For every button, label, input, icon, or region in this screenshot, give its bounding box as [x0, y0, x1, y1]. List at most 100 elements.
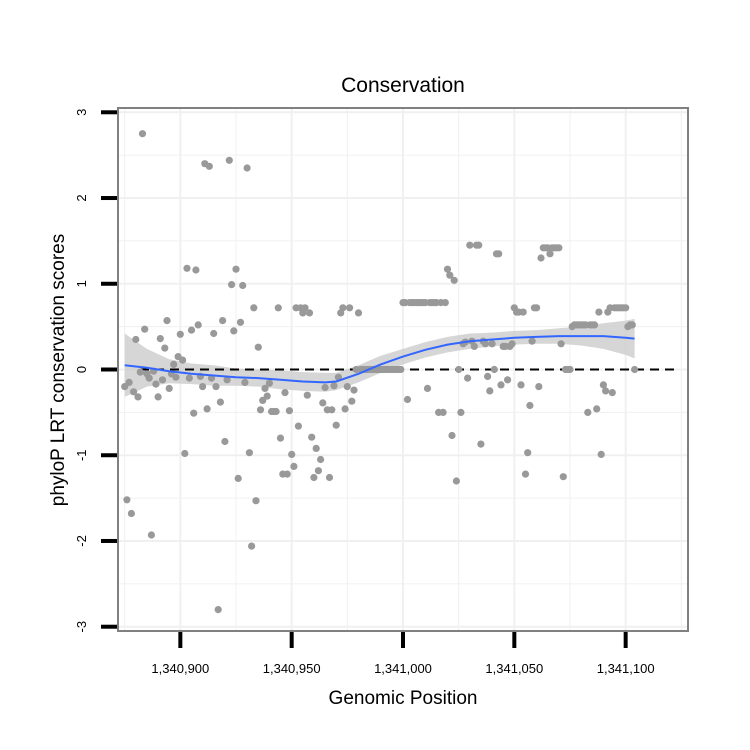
x-tick-label: 1,341,100	[597, 661, 655, 676]
data-point	[446, 271, 454, 279]
data-point	[216, 398, 224, 406]
data-point	[314, 467, 322, 475]
data-point	[263, 392, 271, 400]
data-point	[170, 360, 178, 368]
data-point	[526, 401, 534, 410]
data-point	[535, 383, 543, 391]
data-point	[181, 449, 189, 458]
data-point	[521, 470, 530, 478]
x-tick-label: 1,340,900	[151, 661, 209, 676]
data-points	[121, 130, 639, 614]
data-point	[301, 304, 309, 312]
data-point	[290, 462, 298, 470]
data-point	[504, 376, 512, 384]
data-point	[622, 304, 630, 312]
data-point	[259, 396, 267, 404]
data-point	[212, 383, 220, 391]
data-point	[254, 343, 262, 351]
data-point	[343, 383, 351, 391]
data-point	[176, 330, 184, 338]
plot-frame	[117, 107, 689, 632]
data-point	[334, 373, 342, 381]
data-point	[524, 449, 532, 457]
data-point	[312, 444, 320, 452]
data-point	[158, 376, 167, 384]
data-point	[346, 304, 354, 312]
data-point	[328, 406, 336, 414]
data-point	[348, 397, 356, 405]
data-point	[517, 381, 525, 389]
data-point	[310, 473, 318, 482]
data-point	[228, 281, 236, 289]
data-point	[172, 373, 180, 381]
data-point	[519, 308, 527, 316]
data-point	[165, 384, 173, 392]
data-point	[397, 365, 405, 374]
data-point	[234, 474, 242, 482]
data-point	[448, 431, 456, 440]
y-tick-label: 0	[74, 366, 89, 373]
data-point	[179, 356, 187, 364]
data-point	[608, 389, 616, 397]
data-point	[466, 241, 474, 249]
data-point	[602, 387, 610, 395]
data-point	[597, 450, 605, 458]
data-point	[457, 408, 465, 416]
data-point	[241, 378, 249, 386]
data-point	[590, 321, 599, 329]
data-point	[145, 374, 153, 382]
data-point	[497, 381, 505, 389]
chart-title: Conservation	[341, 74, 465, 97]
y-tick-label: 3	[74, 109, 89, 116]
data-point	[187, 326, 196, 334]
data-point	[319, 399, 327, 407]
data-point	[528, 337, 536, 345]
data-point	[127, 509, 135, 518]
data-point	[256, 406, 265, 414]
data-point	[488, 340, 496, 348]
data-point	[325, 473, 334, 482]
data-point	[243, 164, 251, 172]
data-point	[599, 381, 608, 389]
data-point	[475, 241, 483, 249]
data-point	[221, 437, 229, 446]
data-point	[250, 304, 258, 312]
data-point	[533, 304, 541, 312]
x-tick-label: 1,340,950	[263, 661, 321, 676]
data-point	[232, 265, 240, 273]
data-point	[455, 365, 463, 374]
data-point	[631, 365, 639, 374]
data-point	[239, 281, 247, 290]
data-point	[546, 250, 554, 258]
data-point	[147, 531, 155, 539]
data-point	[219, 317, 227, 325]
data-point	[294, 422, 302, 430]
data-point	[305, 309, 314, 317]
data-point	[130, 388, 138, 396]
data-point	[199, 383, 207, 391]
data-point	[248, 542, 256, 550]
data-point	[125, 378, 133, 386]
x-axis-label: Genomic Position	[329, 688, 478, 709]
data-point	[495, 250, 503, 258]
data-point	[330, 382, 338, 390]
data-point	[123, 496, 131, 504]
data-point	[236, 318, 245, 326]
data-point	[477, 440, 485, 448]
data-point	[245, 449, 253, 457]
data-point	[274, 304, 282, 312]
data-point	[230, 327, 238, 335]
data-point	[354, 309, 363, 317]
data-point	[161, 344, 169, 352]
y-tick-label: 2	[74, 194, 89, 201]
data-point	[152, 380, 160, 388]
data-point	[308, 433, 316, 441]
data-point	[403, 395, 412, 404]
data-point	[450, 276, 458, 284]
data-point	[317, 455, 325, 464]
data-point	[439, 408, 447, 416]
y-axis-label: phyloP LRT conservation scores	[48, 234, 69, 507]
data-point	[350, 386, 358, 394]
data-point	[423, 384, 432, 392]
